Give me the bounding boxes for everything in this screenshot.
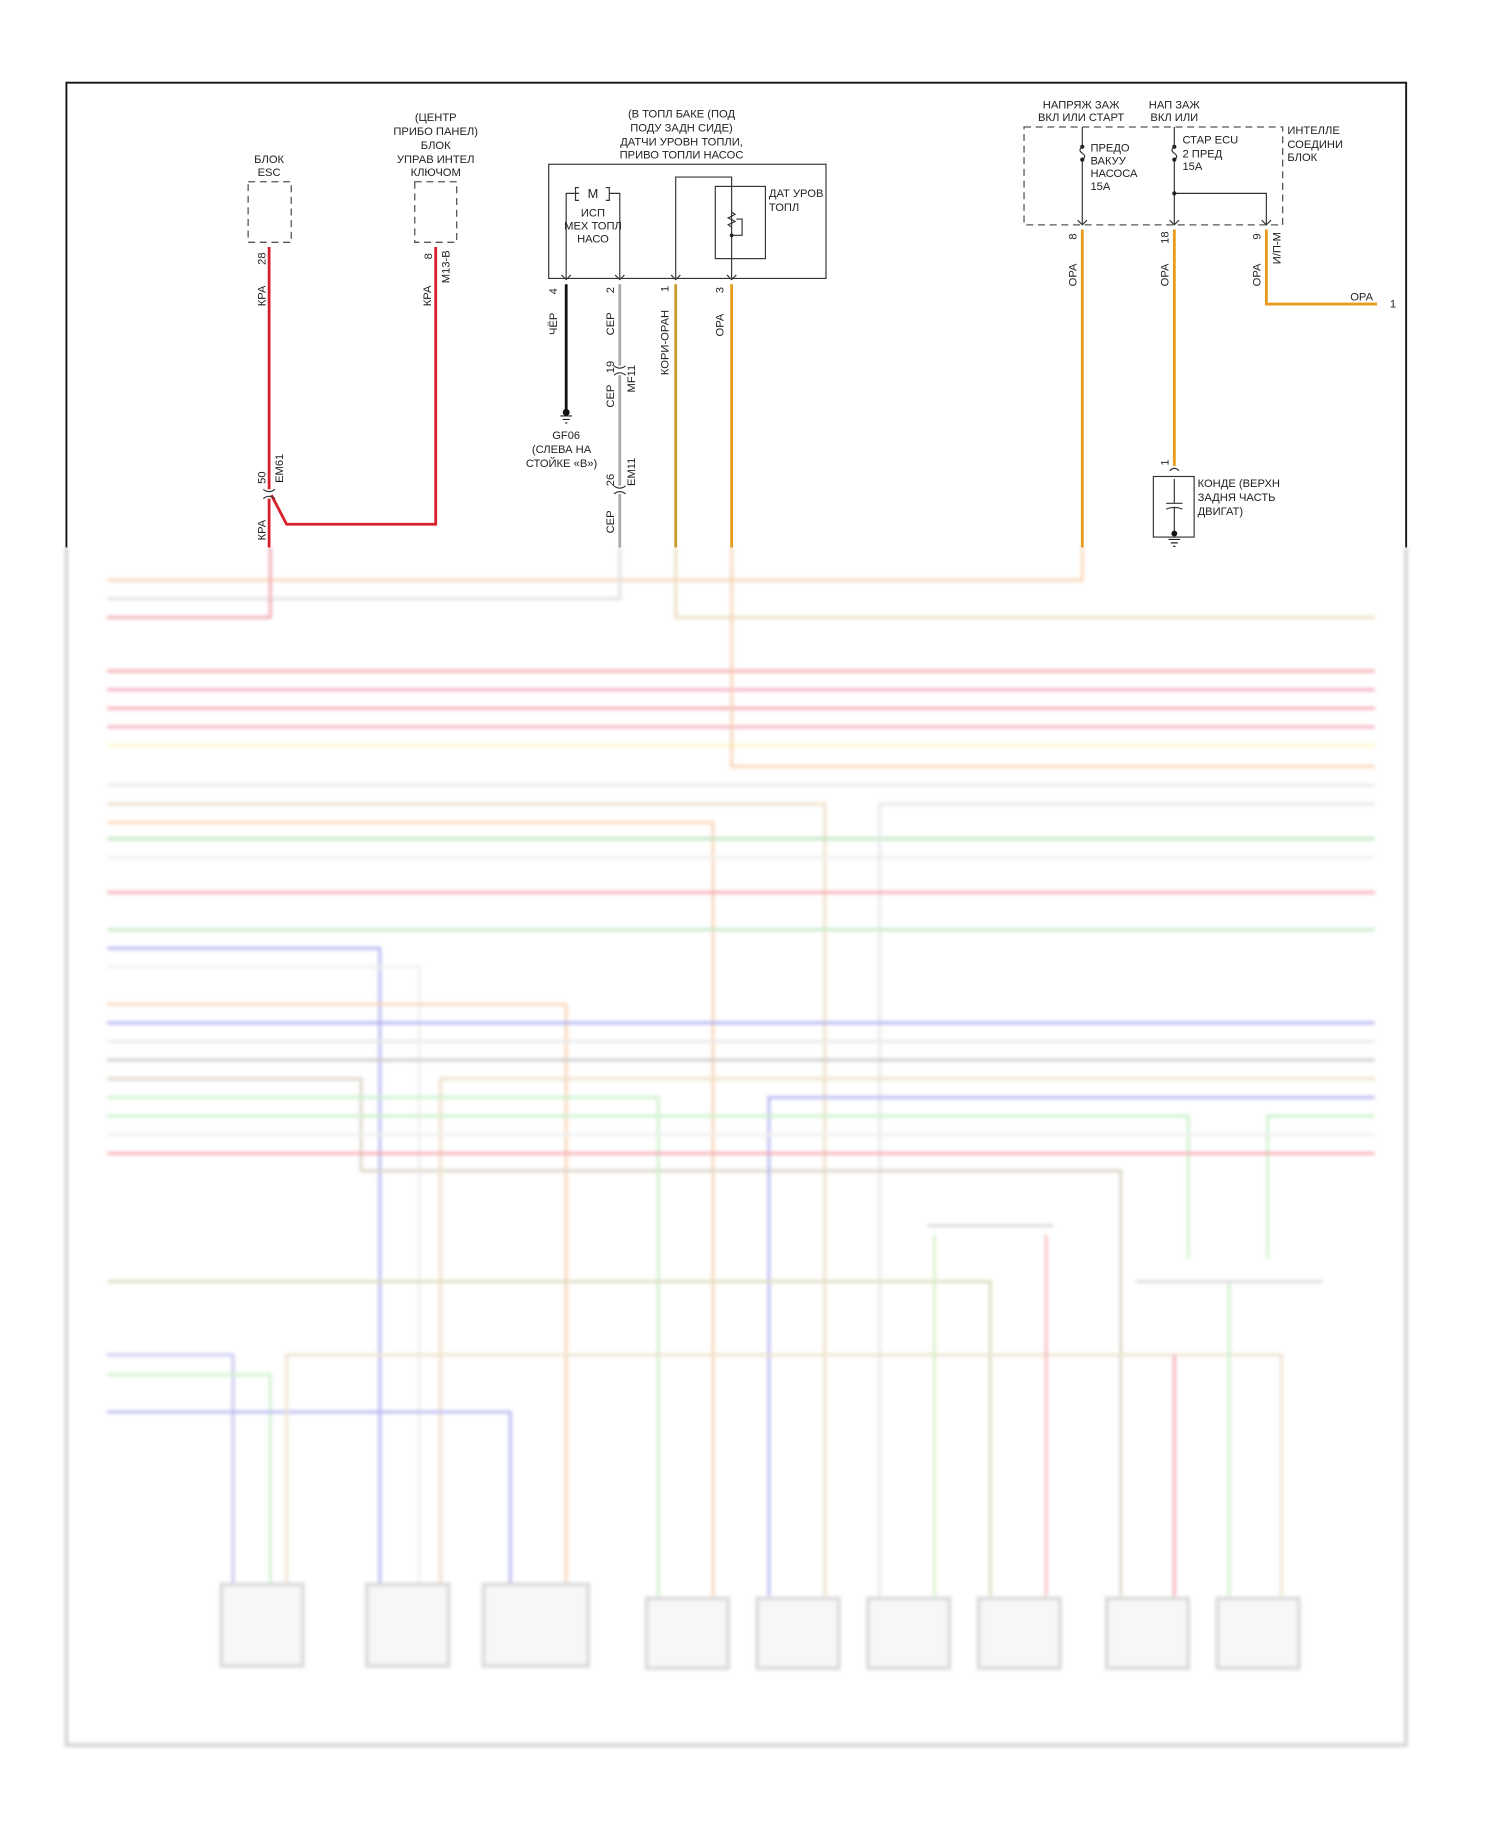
pin-label: 2 xyxy=(605,287,617,293)
fuse-label: ВАКУУ xyxy=(1090,155,1126,167)
fuel-pump-motor-icon xyxy=(565,186,621,280)
pin-label: 26 xyxy=(605,474,617,486)
wire-color-label: ОРА xyxy=(1159,263,1171,286)
fuse-icon xyxy=(1171,146,1178,161)
capacitor xyxy=(1152,475,1195,538)
smartkey-wire xyxy=(270,246,438,526)
connector-label: MF11 xyxy=(626,365,638,393)
smartkey-module xyxy=(414,181,458,243)
wire-color-label: ОРА xyxy=(714,313,726,336)
supply-label: ВКЛ ИЛИ xyxy=(1150,112,1198,124)
junction-block-label: СОЕДИНИ xyxy=(1287,139,1343,151)
capacitor-icon xyxy=(1165,478,1183,534)
junction-block-label: ИНТЕЛЛЕ xyxy=(1287,125,1340,137)
wire-color-label: КРА xyxy=(257,285,269,306)
connector-label: EM11 xyxy=(626,458,638,486)
esc-label: ESC xyxy=(258,167,281,179)
wire-color-label: ОРА xyxy=(1252,263,1264,286)
wire-orange xyxy=(1264,229,1378,306)
wire-color-label: ОРА xyxy=(1067,263,1079,286)
smartkey-label: УПРАВ ИНТЕЛ xyxy=(397,154,475,166)
pin-label: 8 xyxy=(423,253,435,259)
wire-color-label: ЧЁР xyxy=(548,313,560,335)
motor-label: ИСП xyxy=(581,208,605,220)
sensor-label: ДАТ УРОВ xyxy=(769,188,824,200)
connector-label: EM61 xyxy=(274,454,286,483)
smartkey-label: (ЦЕНТР xyxy=(415,112,457,124)
smartkey-label: ПРИБО ПАНЕЛ) xyxy=(393,126,478,138)
pin-label: 1 xyxy=(1159,459,1171,465)
fuse-icon xyxy=(1079,146,1086,161)
fuel-pump-title: ДАТЧИ УРОВН ТОПЛИ, xyxy=(620,137,743,149)
smartkey-label: КЛЮЧОМ xyxy=(411,167,461,179)
pin-label: 3 xyxy=(714,287,726,293)
fuse-label: 15A xyxy=(1182,161,1202,173)
offpage-reference: 1 xyxy=(1390,299,1396,311)
fuel-pump-title: ПОДУ ЗАДН СИДЕ) xyxy=(630,123,733,135)
mf11-connector xyxy=(613,365,626,376)
pin-label: 50 xyxy=(257,471,269,483)
pin-label: 9 xyxy=(1252,233,1264,239)
sensor-circuit xyxy=(675,176,733,280)
motor-label: МЕХ ТОПЛ xyxy=(564,221,622,233)
capacitor-label: ДВИГАТ) xyxy=(1198,506,1244,518)
connector-label: M13-B xyxy=(441,250,453,283)
em11-connector xyxy=(613,485,626,495)
ground-label: GF06 xyxy=(552,430,580,442)
capacitor-label: ЗАДНЯ ЧАСТЬ xyxy=(1198,492,1276,504)
esc-label: БЛОК xyxy=(254,154,284,166)
sensor-label: ТОПЛ xyxy=(769,202,799,214)
wire-color-label: СЕР xyxy=(605,385,617,408)
esc-module xyxy=(247,181,292,243)
junction-internal-wiring xyxy=(1081,126,1267,225)
supply-label: ВКЛ ИЛИ СТАРТ xyxy=(1038,112,1124,124)
smartkey-label: БЛОК xyxy=(421,140,451,152)
supply-label: НАП ЗАЖ xyxy=(1149,99,1201,111)
supply-label: НАПРЯЖ ЗАЖ xyxy=(1043,99,1120,111)
potentiometer-icon xyxy=(726,211,743,236)
blurred-region xyxy=(64,547,1408,1747)
em61-connector xyxy=(262,488,276,500)
wire-color-label: КРА xyxy=(257,519,269,540)
fuse-label: НАСОСА xyxy=(1090,168,1138,180)
ground-icon xyxy=(1168,538,1181,547)
wire-color-label: СЕР xyxy=(605,510,617,533)
ground-label: (СЛЕВА НА xyxy=(532,444,592,456)
wire-color-label: СЕР xyxy=(605,312,617,335)
fuse-label: 15A xyxy=(1090,181,1110,193)
pin-label: 18 xyxy=(1159,231,1171,243)
capacitor-label: КОНДЕ (ВЕРХН xyxy=(1198,478,1280,490)
fuel-pump-assembly xyxy=(548,163,827,280)
fuse-label: ПРЕДО xyxy=(1090,142,1129,154)
fuel-level-sensor xyxy=(714,185,766,260)
wire-color-label: КОРИ-ОРАН xyxy=(660,310,672,375)
motor-symbol: M xyxy=(588,186,599,201)
fuse-label: СТАР ECU xyxy=(1182,134,1238,146)
smart-junction-block xyxy=(1023,126,1284,226)
connector-label: И/П-М xyxy=(1271,232,1283,264)
pin-label: 19 xyxy=(605,361,617,373)
fuel-pump-title: ПРИВО ТОПЛИ НАСОС xyxy=(620,149,744,161)
wire-color-label: ОРА xyxy=(1350,292,1373,304)
pin-label: 4 xyxy=(548,288,560,294)
motor-label: НАСО xyxy=(577,233,609,245)
pin-label: 8 xyxy=(1067,233,1079,239)
fuse-label: 2 ПРЕД xyxy=(1182,148,1222,160)
wire-color-label: КРА xyxy=(422,285,434,306)
diagram-frame xyxy=(65,81,1408,548)
ground-label: СТОЙКЕ «В») xyxy=(526,457,598,470)
pin-label: 1 xyxy=(660,286,672,292)
junction-block-label: БЛОК xyxy=(1287,152,1317,164)
pin-label: 28 xyxy=(257,252,269,264)
ground-icon xyxy=(560,415,573,424)
fuel-pump-title: (В ТОПЛ БАКЕ (ПОД xyxy=(628,109,736,121)
